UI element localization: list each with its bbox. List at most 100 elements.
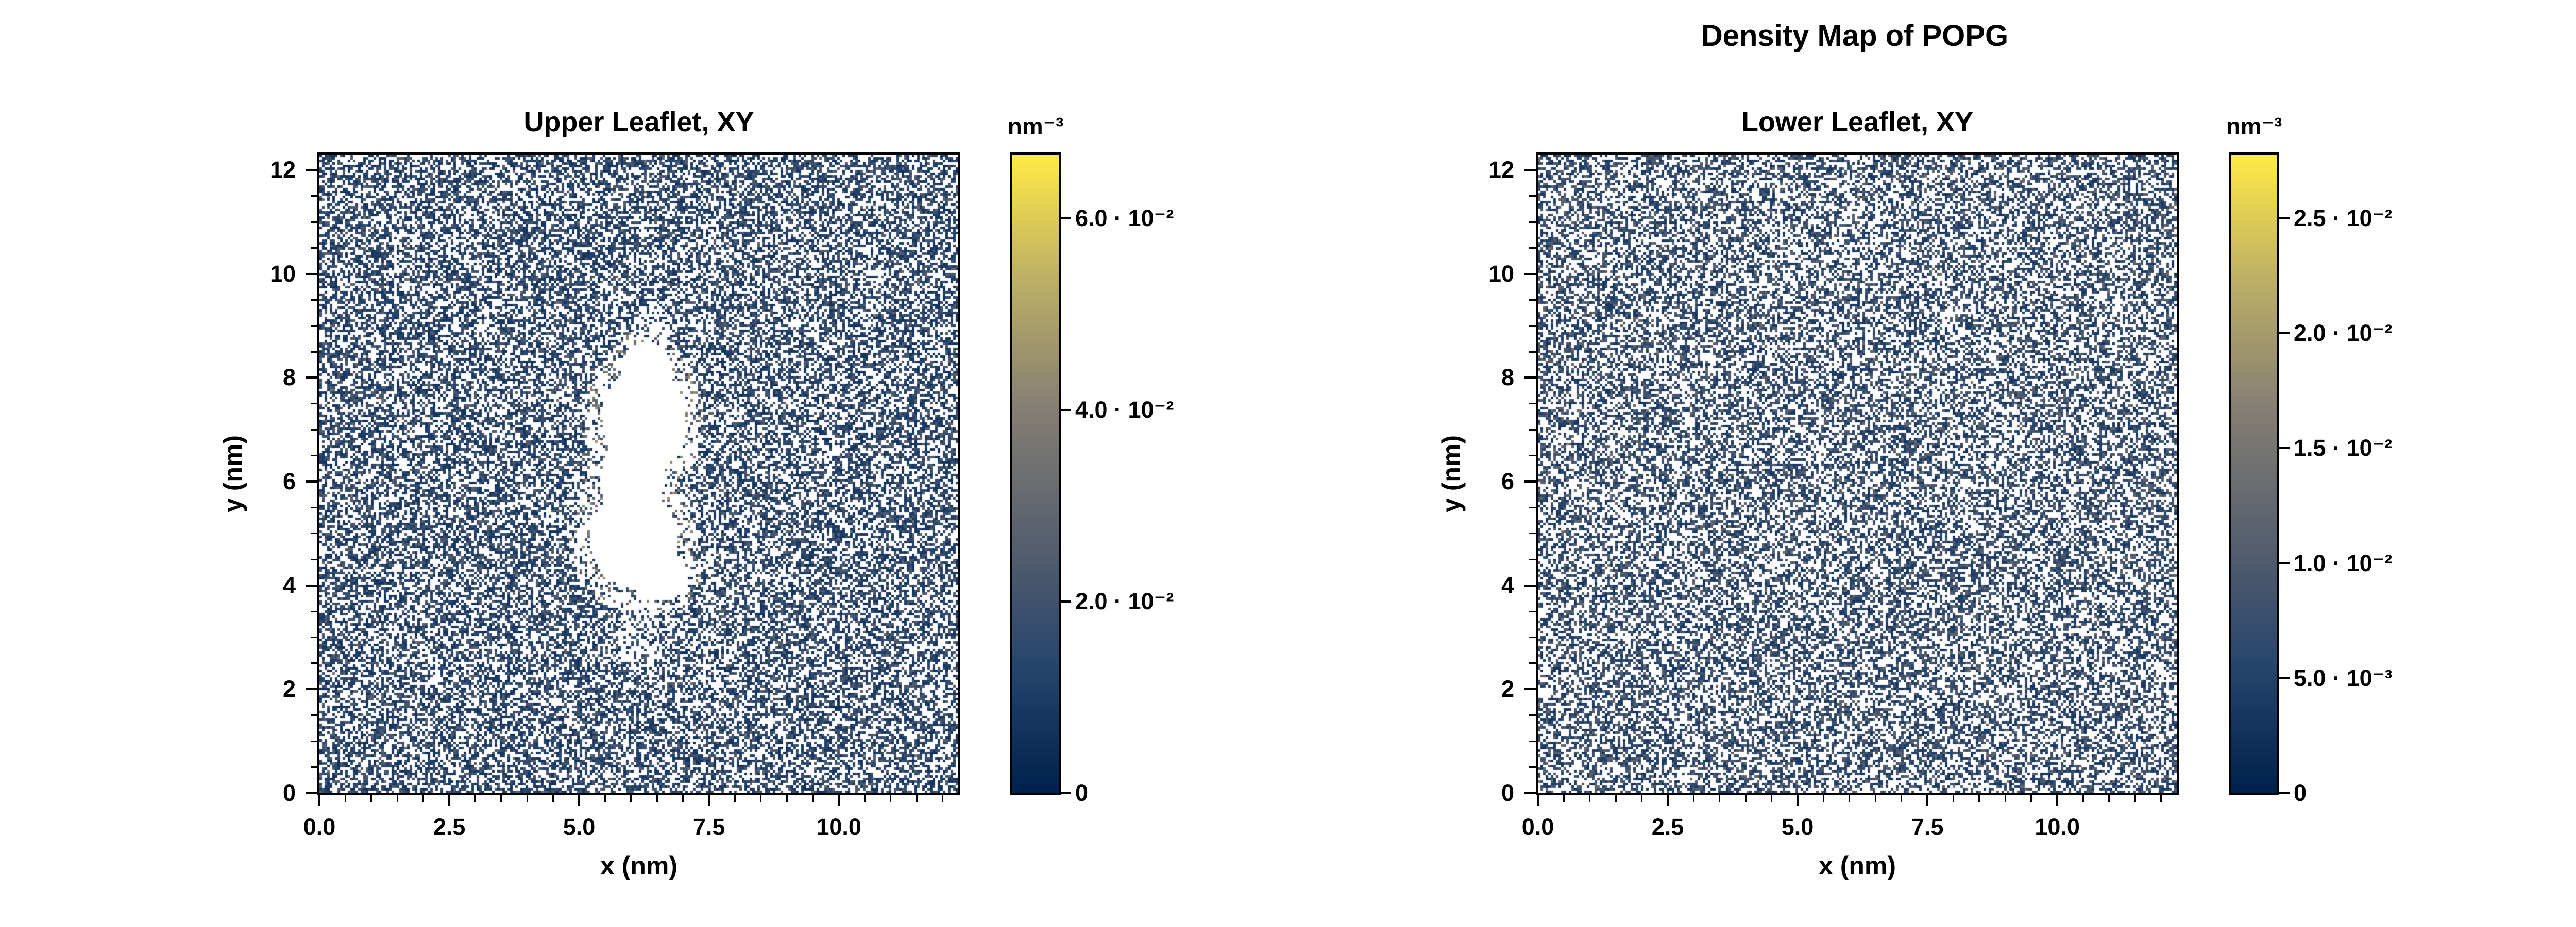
x-tick-label: 2.5 <box>1651 814 1684 840</box>
colorbar-tick-mark <box>2279 332 2290 335</box>
x-minor-tick-mark <box>1692 795 1694 802</box>
y-tick-mark <box>1524 169 1536 171</box>
y-minor-tick-mark <box>1529 662 1536 664</box>
x-minor-tick-mark <box>1901 795 1903 802</box>
colorbar-tick-mark <box>1061 217 1071 219</box>
x-tick-label: 10.0 <box>816 814 861 840</box>
y-minor-tick-mark <box>1529 714 1536 716</box>
y-tick-label: 12 <box>1488 157 1514 183</box>
figure-title: Density Map of POPG <box>1701 19 2009 53</box>
upper-leaflet-heatmap-canvas <box>319 154 958 793</box>
y-tick-mark <box>1524 376 1536 379</box>
x-minor-tick-mark <box>1563 795 1565 802</box>
upper-leaflet-colorbar-gradient <box>1012 154 1059 793</box>
x-minor-tick-mark <box>890 795 892 802</box>
y-minor-tick-mark <box>1529 299 1536 301</box>
x-minor-tick-mark <box>1822 795 1824 802</box>
x-tick-label: 5.0 <box>563 814 596 840</box>
y-minor-tick-mark <box>1529 195 1536 197</box>
y-minor-tick-mark <box>311 221 317 223</box>
x-minor-tick-mark <box>344 795 346 802</box>
colorbar-tick-mark <box>2279 562 2290 564</box>
x-minor-tick-mark <box>656 795 658 802</box>
y-minor-tick-mark <box>1529 507 1536 509</box>
x-minor-tick-mark <box>864 795 866 802</box>
y-minor-tick-mark <box>1529 558 1536 560</box>
colorbar-tick-mark <box>2279 217 2290 219</box>
x-tick-label: 2.5 <box>433 814 466 840</box>
y-tick-label: 6 <box>1501 468 1514 495</box>
panel-title-upper-leaflet: Upper Leaflet, XY <box>523 107 754 138</box>
y-minor-tick-mark <box>1529 351 1536 353</box>
colorbar-tick-mark <box>2279 447 2290 450</box>
y-minor-tick-mark <box>1529 428 1536 431</box>
y-minor-tick-mark <box>311 740 317 742</box>
x-minor-tick-mark <box>2030 795 2032 802</box>
y-minor-tick-mark <box>311 403 317 405</box>
y-tick-label: 4 <box>1501 572 1514 598</box>
y-tick-mark <box>306 480 317 483</box>
y-tick-mark <box>1524 688 1536 691</box>
y-minor-tick-mark <box>311 507 317 509</box>
y-minor-tick-mark <box>1529 247 1536 249</box>
x-tick-mark <box>838 795 840 806</box>
y-minor-tick-mark <box>1529 533 1536 535</box>
y-minor-tick-mark <box>311 766 317 768</box>
y-minor-tick-mark <box>311 325 317 327</box>
upper-leaflet-colorbar-unit: nm⁻³ <box>1007 113 1064 140</box>
x-tick-mark <box>1797 795 1799 806</box>
x-minor-tick-mark <box>1849 795 1851 802</box>
y-minor-tick-mark <box>311 247 317 249</box>
upper-leaflet-colorbar <box>1010 152 1061 795</box>
panel-title-lower-leaflet: Lower Leaflet, XY <box>1741 107 1974 138</box>
colorbar-tick-label: 2.0 · 10⁻² <box>1075 588 1174 614</box>
x-minor-tick-mark <box>942 795 944 802</box>
y-tick-label: 12 <box>269 157 296 183</box>
x-minor-tick-mark <box>1874 795 1876 802</box>
x-minor-tick-mark <box>604 795 606 802</box>
y-tick-mark <box>306 169 317 171</box>
y-minor-tick-mark <box>311 558 317 560</box>
upper-leaflet-plot <box>317 152 960 795</box>
x-tick-label: 7.5 <box>692 814 725 840</box>
y-minor-tick-mark <box>1529 766 1536 768</box>
lower-leaflet-colorbar-gradient <box>2231 154 2277 793</box>
lower-leaflet-colorbar-unit: nm⁻³ <box>2226 113 2282 140</box>
x-minor-tick-mark <box>422 795 425 802</box>
lower-leaflet-colorbar <box>2229 152 2279 795</box>
x-minor-tick-mark <box>2004 795 2006 802</box>
x-tick-label: 10.0 <box>2035 814 2080 840</box>
colorbar-tick-label: 4.0 · 10⁻² <box>1075 397 1174 423</box>
x-minor-tick-mark <box>734 795 736 802</box>
y-minor-tick-mark <box>1529 637 1536 639</box>
y-tick-mark <box>1524 792 1536 794</box>
x-minor-tick-mark <box>812 795 814 802</box>
y-minor-tick-mark <box>1529 610 1536 612</box>
y-minor-tick-mark <box>311 714 317 716</box>
x-minor-tick-mark <box>370 795 372 802</box>
y-minor-tick-mark <box>311 533 317 535</box>
y-tick-label: 6 <box>282 468 296 495</box>
y-minor-tick-mark <box>1529 325 1536 327</box>
x-tick-mark <box>578 795 581 806</box>
y-minor-tick-mark <box>311 610 317 612</box>
y-tick-mark <box>306 272 317 275</box>
y-minor-tick-mark <box>311 637 317 639</box>
colorbar-tick-label: 0 <box>1075 780 1089 806</box>
x-minor-tick-mark <box>526 795 528 802</box>
y-tick-label: 8 <box>282 364 296 391</box>
y-minor-tick-mark <box>1529 455 1536 457</box>
x-minor-tick-mark <box>474 795 476 802</box>
y-tick-label: 0 <box>1501 780 1514 806</box>
x-minor-tick-mark <box>552 795 554 802</box>
x-minor-tick-mark <box>916 795 918 802</box>
x-minor-tick-mark <box>630 795 632 802</box>
y-tick-mark <box>306 376 317 379</box>
y-tick-label: 0 <box>282 780 296 806</box>
x-minor-tick-mark <box>396 795 398 802</box>
y-minor-tick-mark <box>311 351 317 353</box>
lower-leaflet-plot <box>1536 152 2179 795</box>
x-minor-tick-mark <box>2082 795 2084 802</box>
y-tick-mark <box>1524 272 1536 275</box>
